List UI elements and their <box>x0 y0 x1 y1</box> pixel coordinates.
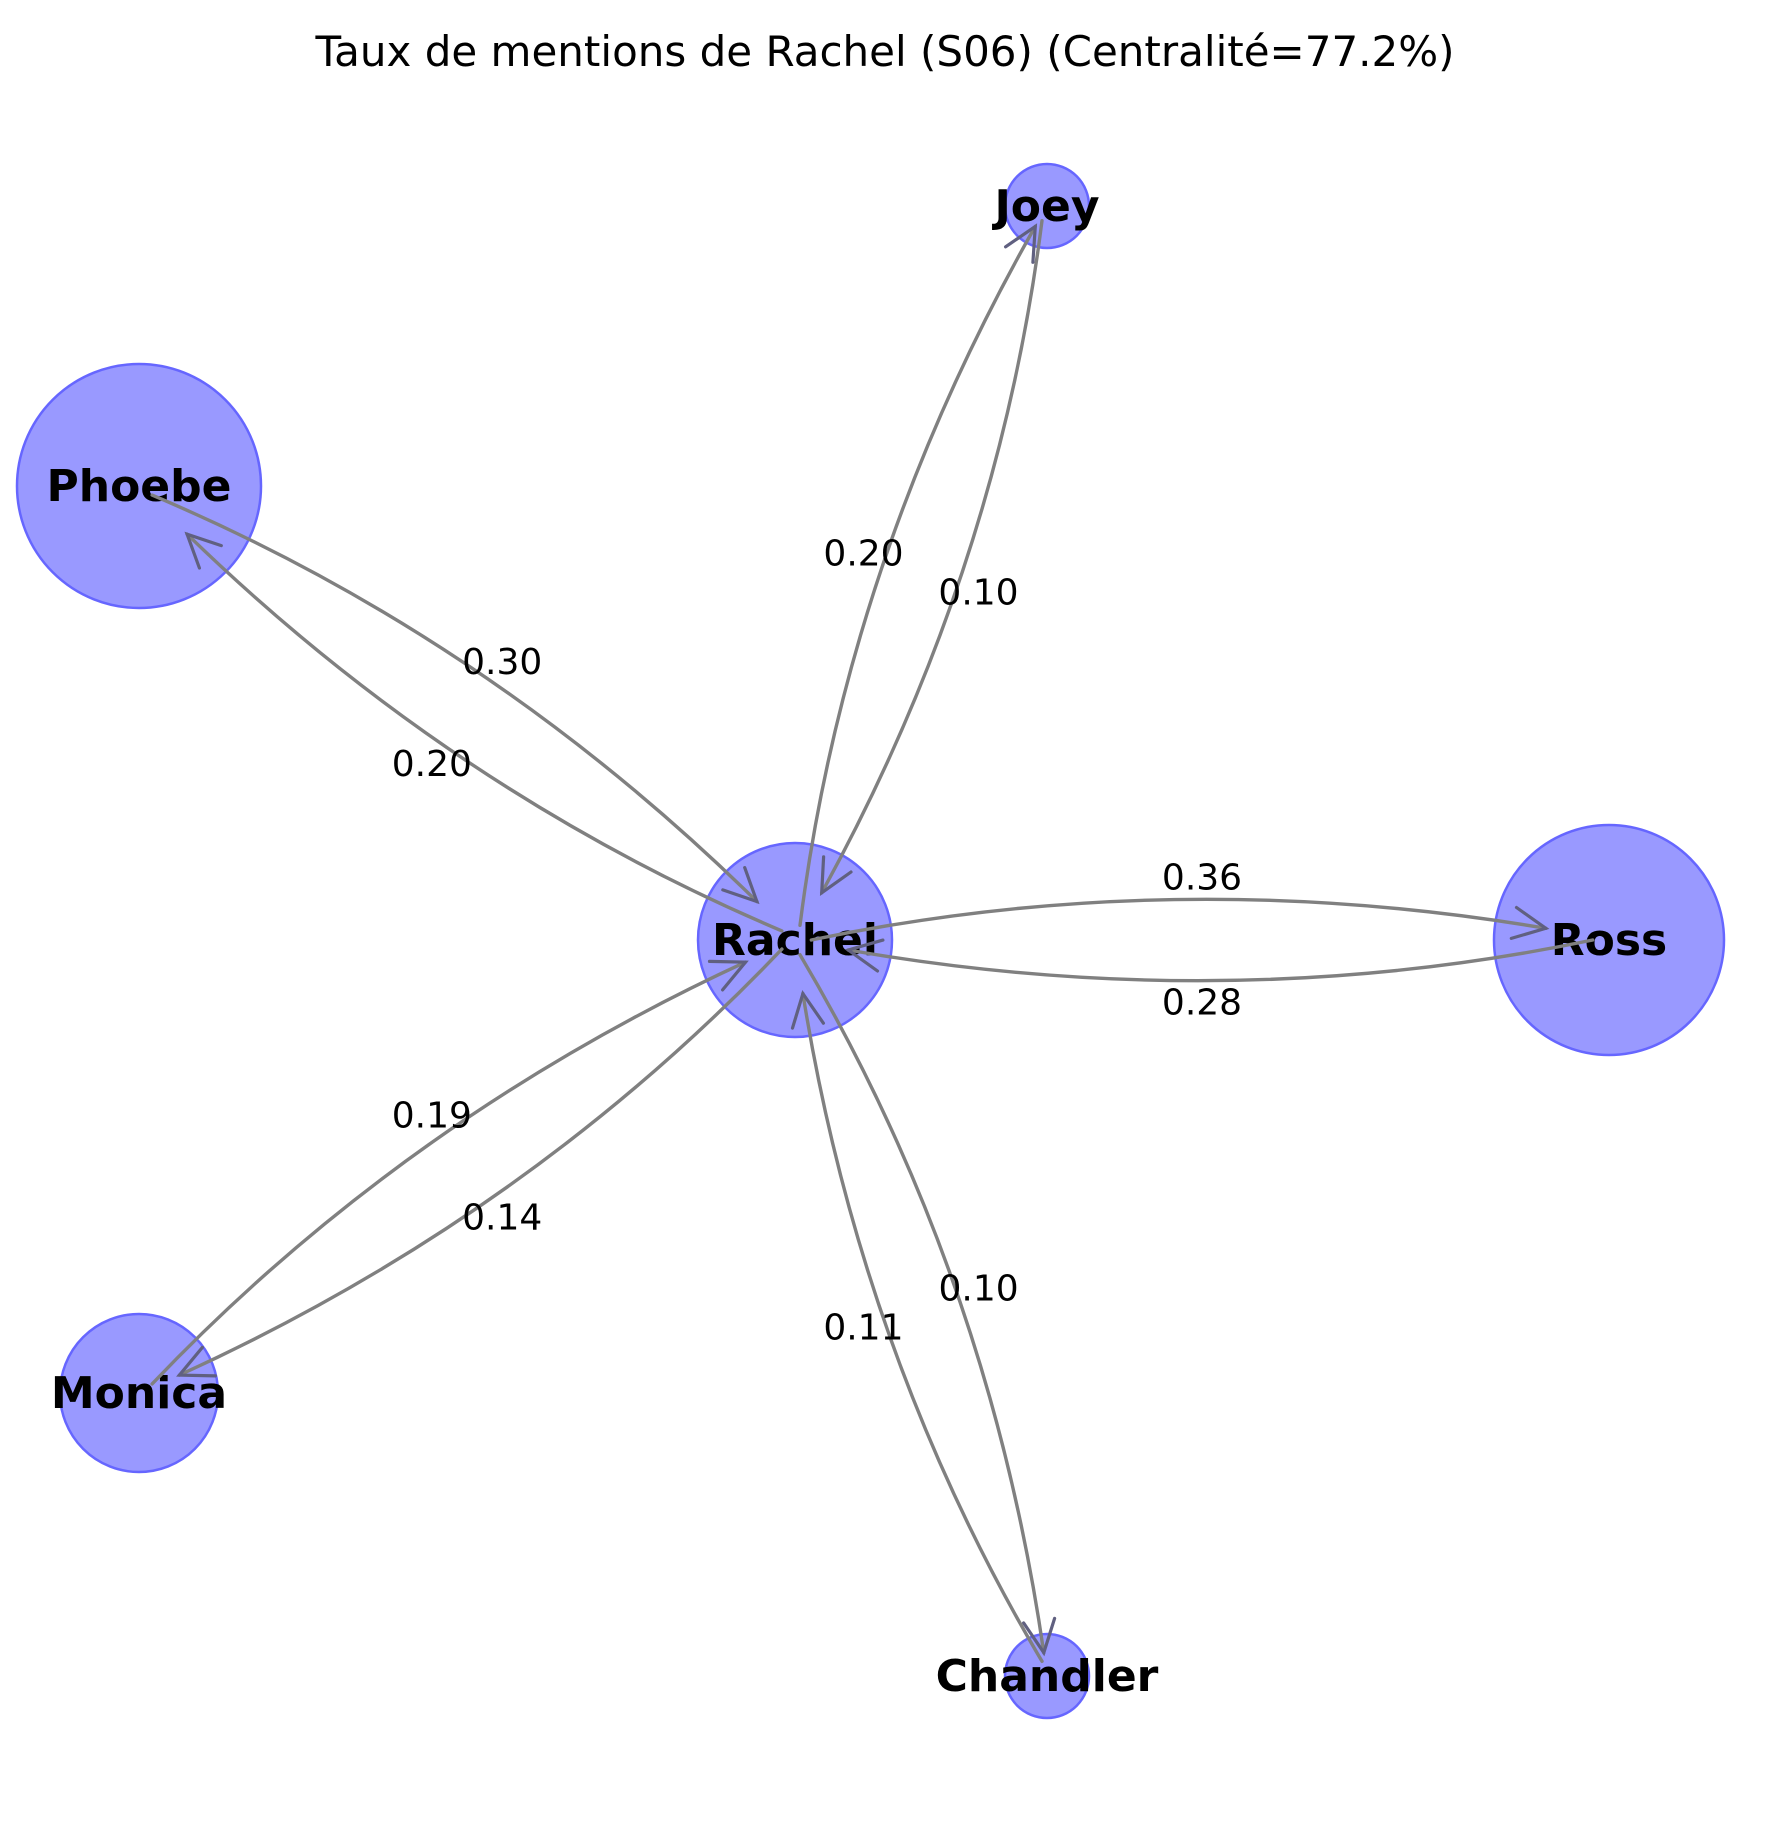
edge-label-monica-to-rachel: 0.19 <box>392 1096 472 1137</box>
arrowhead-ross-to-rachel <box>844 938 885 973</box>
node-label-joey: Joey <box>991 181 1099 232</box>
edge-label-chandler-to-rachel: 0.11 <box>823 1308 903 1349</box>
edge-label-rachel-to-joey: 0.20 <box>823 533 903 574</box>
edge-rachel-to-monica <box>177 947 784 1377</box>
arrowhead-rachel-to-ross <box>1509 905 1550 940</box>
edge-label-rachel-to-chandler: 0.10 <box>939 1268 1019 1309</box>
edge-rachel-to-ross <box>809 897 1548 942</box>
edge-rachel-to-phoebe <box>185 532 784 933</box>
arrowhead-phoebe-to-rachel <box>721 866 760 905</box>
edge-labels-layer: 0.20 0.10 0.20 0.30 0.36 0.28 0.14 0.19 0.10 0.11 <box>392 533 1242 1348</box>
arrowhead-rachel-to-chandler <box>1022 1616 1057 1657</box>
node-label-phoebe: Phoebe <box>47 461 232 512</box>
edge-label-phoebe-to-rachel: 0.30 <box>462 642 542 683</box>
node-joey: Joey <box>991 162 1100 250</box>
edges-layer <box>150 219 1595 1663</box>
arrowhead-rachel-to-joey <box>1004 223 1038 264</box>
edge-phoebe-to-rachel <box>150 493 759 904</box>
node-label-chandler: Chandler <box>936 1651 1159 1702</box>
edge-label-rachel-to-phoebe: 0.20 <box>392 744 472 785</box>
arrowhead-chandler-to-rachel <box>790 989 825 1030</box>
edge-label-ross-to-rachel: 0.28 <box>1162 983 1242 1024</box>
edge-ross-to-rachel <box>846 938 1595 983</box>
node-circle-joey <box>1003 162 1091 250</box>
edge-chandler-to-rachel <box>801 991 1044 1663</box>
node-circle-monica <box>58 1312 220 1474</box>
edge-joey-to-rachel <box>820 219 1044 895</box>
nodes-layer: Rachel Joey Phoebe Ross Monica Chandler <box>15 162 1726 1720</box>
arrowhead-monica-to-rachel <box>707 959 749 992</box>
node-label-ross: Ross <box>1551 915 1668 966</box>
node-circle-ross <box>1492 823 1726 1057</box>
node-monica: Monica <box>51 1312 227 1474</box>
graph-title: Taux de mentions de Rachel (S06) (Centra… <box>314 27 1454 76</box>
node-label-rachel: Rachel <box>712 915 878 966</box>
node-ross: Ross <box>1492 823 1726 1057</box>
edge-label-joey-to-rachel: 0.10 <box>938 573 1018 614</box>
edge-rachel-to-joey <box>798 224 1037 927</box>
edge-label-rachel-to-monica: 0.14 <box>462 1197 542 1238</box>
node-circle-chandler <box>1003 1632 1091 1720</box>
arrowhead-joey-to-rachel <box>819 855 853 897</box>
edge-rachel-to-chandler <box>798 953 1046 1655</box>
edge-label-rachel-to-ross: 0.36 <box>1162 857 1242 898</box>
edge-monica-to-rachel <box>150 960 748 1386</box>
node-chandler: Chandler <box>936 1632 1159 1720</box>
arrowhead-rachel-to-phoebe <box>184 531 223 570</box>
node-phoebe: Phoebe <box>15 362 263 610</box>
arrowhead-rachel-to-monica <box>176 1345 217 1378</box>
